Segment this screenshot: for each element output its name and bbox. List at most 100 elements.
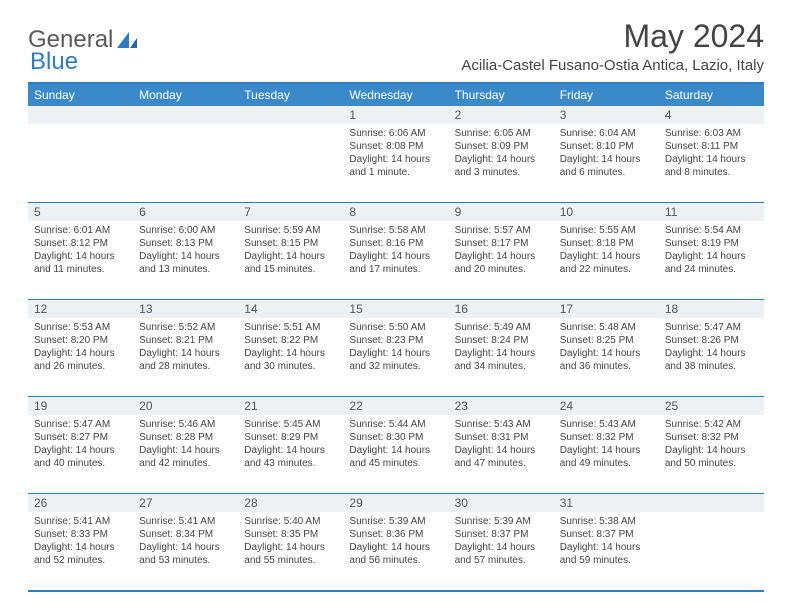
daylight-text: Daylight: 14 hours and 49 minutes. (560, 444, 653, 470)
sunrise-text: Sunrise: 5:40 AM (244, 515, 337, 528)
sunset-text: Sunset: 8:11 PM (665, 140, 758, 153)
daylight-text: Daylight: 14 hours and 59 minutes. (560, 541, 653, 567)
month-title: May 2024 (461, 18, 764, 55)
sunrise-text: Sunrise: 5:43 AM (455, 418, 548, 431)
day-number: 7 (238, 203, 343, 221)
daylight-text: Daylight: 14 hours and 36 minutes. (560, 347, 653, 373)
day-number: 30 (449, 494, 554, 512)
day-number: 22 (343, 397, 448, 415)
day-cell: Sunrise: 5:44 AMSunset: 8:30 PMDaylight:… (343, 415, 448, 493)
sunrise-text: Sunrise: 5:54 AM (665, 224, 758, 237)
day-cell: Sunrise: 6:04 AMSunset: 8:10 PMDaylight:… (554, 124, 659, 202)
calendar: Sunday Monday Tuesday Wednesday Thursday… (28, 82, 764, 592)
daylight-text: Daylight: 14 hours and 24 minutes. (665, 250, 758, 276)
sunset-text: Sunset: 8:12 PM (34, 237, 127, 250)
day-number: 10 (554, 203, 659, 221)
cells-row: Sunrise: 6:01 AMSunset: 8:12 PM Daylight:… (28, 221, 764, 299)
daylight-text: Daylight: 14 hours and 15 minutes. (244, 250, 337, 276)
daylight-text: Daylight: 14 hours and 55 minutes. (244, 541, 337, 567)
day-number: 12 (28, 300, 133, 318)
week-row: 567891011Sunrise: 6:01 AMSunset: 8:12 PM… (28, 202, 764, 299)
day-number: 11 (659, 203, 764, 221)
day-cell: Sunrise: 5:53 AMSunset: 8:20 PMDaylight:… (28, 318, 133, 396)
daylight-text: Daylight: 14 hours and 56 minutes. (349, 541, 442, 567)
day-header-sat: Saturday (659, 84, 764, 106)
day-cell: Sunrise: 5:48 AMSunset: 8:25 PMDaylight:… (554, 318, 659, 396)
sunrise-text: Sunrise: 6:01 AM (34, 224, 127, 237)
day-number: 26 (28, 494, 133, 512)
sunrise-text: Sunrise: 5:59 AM (244, 224, 337, 237)
sunset-text: Sunset: 8:32 PM (665, 431, 758, 444)
day-header-thu: Thursday (449, 84, 554, 106)
sunset-text: Sunset: 8:21 PM (139, 334, 232, 347)
day-cell: Sunrise: 6:03 AMSunset: 8:11 PMDaylight:… (659, 124, 764, 202)
logo-text-blue: Blue (30, 48, 78, 76)
sunrise-text: Sunrise: 5:46 AM (139, 418, 232, 431)
sunrise-text: Sunrise: 5:51 AM (244, 321, 337, 334)
daynum-row: 262728293031 (28, 494, 764, 512)
day-header-mon: Monday (133, 84, 238, 106)
day-number: 18 (659, 300, 764, 318)
sunset-text: Sunset: 8:08 PM (349, 140, 442, 153)
day-number: 6 (133, 203, 238, 221)
sunrise-text: Sunrise: 6:03 AM (665, 127, 758, 140)
daylight-text: Daylight: 14 hours and 17 minutes. (349, 250, 442, 276)
daylight-text: Daylight: 14 hours and 32 minutes. (349, 347, 442, 373)
sunrise-text: Sunrise: 5:50 AM (349, 321, 442, 334)
sunrise-text: Sunrise: 5:58 AM (349, 224, 442, 237)
sunrise-text: Sunrise: 5:57 AM (455, 224, 548, 237)
day-cell: Sunrise: 5:42 AMSunset: 8:32 PMDaylight:… (659, 415, 764, 493)
day-cell: Sunrise: 5:57 AMSunset: 8:17 PMDaylight:… (449, 221, 554, 299)
day-number: 21 (238, 397, 343, 415)
weeks-container: 1234Sunrise: 6:06 AMSunset: 8:08 PMDayli… (28, 106, 764, 590)
daylight-text: Daylight: 14 hours and 45 minutes. (349, 444, 442, 470)
sunset-text: Sunset: 8:09 PM (455, 140, 548, 153)
sunrise-text: Sunrise: 5:47 AM (665, 321, 758, 334)
sunset-text: Sunset: 8:34 PM (139, 528, 232, 541)
sunset-text: Sunset: 8:37 PM (560, 528, 653, 541)
daylight-text: Daylight: 14 hours and 43 minutes. (244, 444, 337, 470)
cells-row: Sunrise: 5:53 AMSunset: 8:20 PMDaylight:… (28, 318, 764, 396)
sunrise-text: Sunrise: 6:05 AM (455, 127, 548, 140)
day-cell: Sunrise: 5:55 AMSunset: 8:18 PMDaylight:… (554, 221, 659, 299)
daylight-text: Daylight: 14 hours and 52 minutes. (34, 541, 127, 567)
daylight-text: Daylight: 14 hours and 6 minutes. (560, 153, 653, 179)
sunrise-text: Sunrise: 5:41 AM (34, 515, 127, 528)
sunset-text: Sunset: 8:31 PM (455, 431, 548, 444)
day-cell: Sunrise: 5:51 AMSunset: 8:22 PMDaylight:… (238, 318, 343, 396)
sunrise-text: Sunrise: 5:49 AM (455, 321, 548, 334)
daylight-text: Daylight: 14 hours and 1 minute. (349, 153, 442, 179)
sunrise-text: Sunrise: 5:41 AM (139, 515, 232, 528)
day-cell: Sunrise: 5:45 AMSunset: 8:29 PMDaylight:… (238, 415, 343, 493)
day-cell: Sunrise: 5:54 AMSunset: 8:19 PMDaylight:… (659, 221, 764, 299)
day-cell: Sunrise: 5:47 AMSunset: 8:26 PMDaylight:… (659, 318, 764, 396)
day-number: 14 (238, 300, 343, 318)
sunrise-text: Sunrise: 5:55 AM (560, 224, 653, 237)
day-number: 15 (343, 300, 448, 318)
day-number: 24 (554, 397, 659, 415)
daylight-text: Daylight: 14 hours and 34 minutes. (455, 347, 548, 373)
sunset-text: Sunset: 8:10 PM (560, 140, 653, 153)
day-cell: Sunrise: 5:43 AMSunset: 8:32 PMDaylight:… (554, 415, 659, 493)
sunrise-text: Sunrise: 5:53 AM (34, 321, 127, 334)
sunset-text: Sunset: 8:37 PM (455, 528, 548, 541)
logo-sail-icon (115, 30, 139, 50)
daylight-text: Daylight: 14 hours and 38 minutes. (665, 347, 758, 373)
week-row: 262728293031Sunrise: 5:41 AMSunset: 8:33… (28, 493, 764, 590)
daylight-text: Daylight: 14 hours and 42 minutes. (139, 444, 232, 470)
day-cell: Sunrise: 6:06 AMSunset: 8:08 PMDaylight:… (343, 124, 448, 202)
sunset-text: Sunset: 8:33 PM (34, 528, 127, 541)
day-number: 31 (554, 494, 659, 512)
day-cell: Sunrise: 5:39 AMSunset: 8:36 PMDaylight:… (343, 512, 448, 590)
day-cell: Sunrise: 6:05 AMSunset: 8:09 PMDaylight:… (449, 124, 554, 202)
sunrise-text: Sunrise: 5:38 AM (560, 515, 653, 528)
day-number: 16 (449, 300, 554, 318)
sunrise-text: Sunrise: 5:48 AM (560, 321, 653, 334)
day-number: 2 (449, 106, 554, 124)
sunrise-text: Sunrise: 6:00 AM (139, 224, 232, 237)
day-cell: Sunrise: 6:00 AMSunset: 8:13 PMDaylight:… (133, 221, 238, 299)
sunset-text: Sunset: 8:30 PM (349, 431, 442, 444)
day-number: 8 (343, 203, 448, 221)
sunset-text: Sunset: 8:35 PM (244, 528, 337, 541)
sunset-text: Sunset: 8:13 PM (139, 237, 232, 250)
